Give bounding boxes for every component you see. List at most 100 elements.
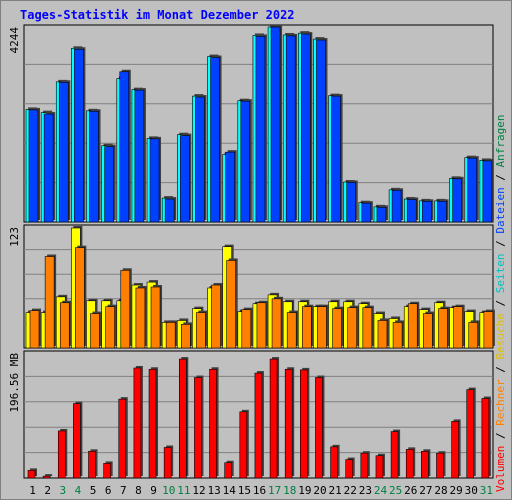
x-label-day-17: 17	[268, 484, 281, 497]
x-label-day-6: 6	[105, 484, 112, 497]
panel-middle: 123	[8, 224, 495, 349]
bar-volumen-day-17	[269, 358, 278, 479]
bar-rechner-day-27	[423, 313, 433, 349]
x-label-day-11: 11	[177, 484, 190, 497]
bar-dateien-day-15	[240, 100, 251, 223]
bar-dateien-day-21	[331, 95, 341, 223]
bar-volumen-day-8	[133, 367, 142, 479]
bar-dateien-day-31	[482, 160, 493, 223]
panel-top: 4244	[8, 24, 494, 223]
bar-dateien-day-14	[225, 151, 235, 223]
x-label-day-3: 3	[60, 484, 67, 497]
bar-volumen-day-1	[27, 470, 36, 479]
bar-dateien-day-9	[149, 138, 160, 223]
bar-dateien-day-26	[406, 199, 417, 223]
bar-rechner-day-21	[332, 308, 342, 349]
bar-rechner-day-16	[256, 302, 267, 349]
x-label-day-13: 13	[207, 484, 220, 497]
bar-rechner-day-13	[211, 284, 221, 349]
bar-volumen-day-12	[194, 377, 202, 479]
x-label-day-26: 26	[404, 484, 417, 497]
bar-volumen-day-16	[254, 372, 263, 479]
bar-volumen-day-2	[42, 475, 51, 479]
bar-dateien-day-23	[361, 202, 372, 223]
bar-rechner-day-3	[59, 302, 70, 349]
bar-rechner-day-9	[150, 286, 161, 349]
bar-rechner-day-10	[165, 322, 176, 349]
legend-part: Dateien	[494, 187, 507, 233]
bar-rechner-day-29	[453, 306, 463, 349]
x-label-day-23: 23	[359, 484, 372, 497]
legend-part: /	[494, 293, 507, 313]
bar-volumen-day-26	[405, 449, 414, 479]
bar-volumen-day-19	[300, 369, 308, 479]
x-label-day-20: 20	[313, 484, 326, 497]
bar-dateien-day-8	[134, 89, 145, 223]
bar-volumen-day-24	[375, 455, 384, 479]
bar-volumen-day-29	[451, 421, 459, 479]
legend-part: /	[494, 426, 507, 446]
bar-dateien-day-24	[376, 206, 387, 223]
bar-rechner-day-4	[75, 247, 85, 349]
y-max-label: 123	[8, 227, 21, 247]
bar-dateien-day-3	[58, 82, 69, 223]
bar-rechner-day-18	[286, 312, 297, 349]
bar-dateien-day-2	[43, 113, 54, 223]
bar-rechner-day-15	[241, 309, 252, 349]
x-label-day-2: 2	[44, 484, 51, 497]
legend-part: Besuche	[494, 313, 507, 359]
right-legend: Volumen / Rechner / Besuche / Seiten / D…	[494, 114, 507, 492]
chart-title: Tages-Statistik im Monat Dezember 2022	[20, 8, 295, 22]
bar-rechner-day-1	[29, 310, 40, 349]
x-label-day-12: 12	[192, 484, 205, 497]
bar-volumen-day-13	[209, 368, 217, 479]
bar-rechner-day-30	[468, 322, 479, 349]
x-label-day-22: 22	[344, 484, 357, 497]
legend-part: /	[494, 167, 507, 187]
bar-dateien-day-27	[422, 201, 432, 223]
bar-dateien-day-6	[104, 146, 114, 223]
x-label-day-24: 24	[374, 484, 388, 497]
bar-volumen-day-5	[88, 450, 96, 479]
bar-rechner-day-20	[317, 306, 327, 349]
bar-dateien-day-10	[164, 198, 175, 223]
bar-rechner-day-31	[483, 311, 494, 349]
x-label-day-8: 8	[135, 484, 142, 497]
bar-dateien-day-20	[316, 39, 326, 223]
bar-rechner-day-23	[362, 307, 373, 349]
bar-rechner-day-7	[120, 269, 131, 349]
x-label-day-30: 30	[465, 484, 478, 497]
bar-rechner-day-12	[196, 312, 206, 349]
bar-rechner-day-11	[180, 324, 191, 349]
bar-dateien-day-28	[437, 201, 447, 223]
bar-dateien-day-19	[301, 33, 311, 223]
bar-volumen-day-7	[118, 398, 127, 479]
bar-dateien-day-5	[89, 110, 99, 223]
bar-volumen-day-21	[330, 446, 338, 479]
y-max-label: 196.56 MB	[8, 353, 21, 413]
bar-volumen-day-22	[345, 459, 354, 479]
bar-dateien-day-17	[270, 26, 281, 223]
bar-volumen-day-23	[360, 452, 369, 479]
legend-part: /	[494, 234, 507, 254]
bar-rechner-day-5	[90, 313, 100, 349]
bar-shadow	[45, 474, 53, 476]
bar-volumen-day-31	[481, 398, 490, 479]
legend-part: Seiten	[494, 254, 507, 294]
bar-rechner-day-28	[438, 308, 448, 349]
bar-dateien-day-12	[195, 96, 205, 223]
legend-part: Anfragen	[494, 114, 507, 167]
bar-rechner-day-2	[44, 256, 55, 349]
bar-volumen-day-15	[239, 411, 248, 479]
bar-dateien-day-22	[346, 182, 357, 223]
x-label-day-15: 15	[238, 484, 251, 497]
bar-dateien-day-4	[74, 48, 84, 223]
bar-rechner-day-19	[302, 306, 312, 349]
x-label-day-28: 28	[434, 484, 447, 497]
bar-dateien-day-7	[119, 71, 130, 223]
bar-rechner-day-17	[271, 298, 282, 349]
bar-rechner-day-6	[105, 306, 115, 349]
bar-volumen-day-25	[390, 431, 399, 479]
